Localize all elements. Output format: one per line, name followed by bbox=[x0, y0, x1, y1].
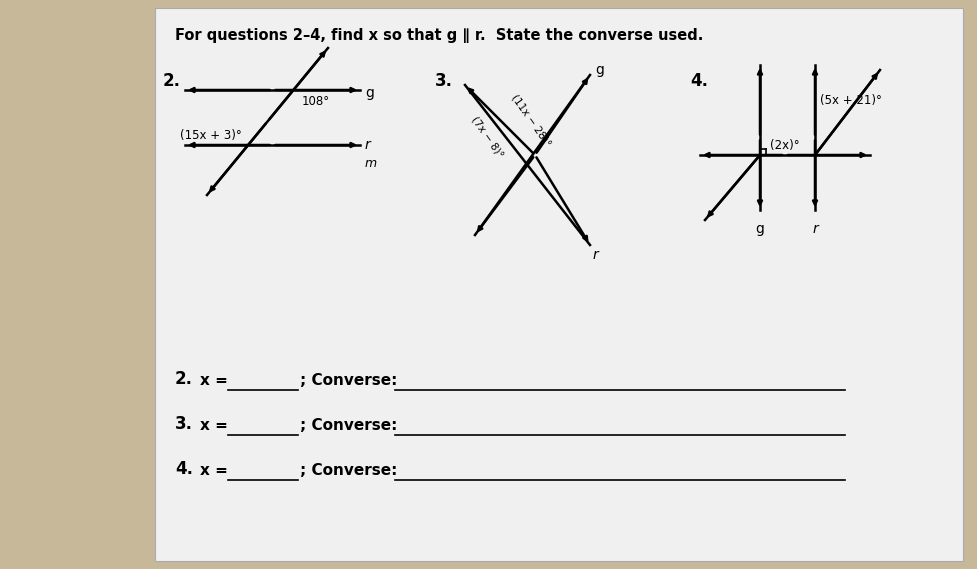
Text: x =: x = bbox=[200, 418, 228, 433]
Text: r: r bbox=[593, 248, 599, 262]
Text: ; Converse:: ; Converse: bbox=[300, 373, 398, 388]
Text: ; Converse:: ; Converse: bbox=[300, 463, 398, 478]
Text: 4.: 4. bbox=[690, 72, 708, 90]
FancyBboxPatch shape bbox=[155, 8, 963, 561]
Text: 108°: 108° bbox=[302, 95, 330, 108]
Text: (11x − 28)°: (11x − 28)° bbox=[510, 92, 553, 148]
Text: m: m bbox=[365, 157, 377, 170]
Text: g: g bbox=[365, 86, 374, 100]
Text: 2.: 2. bbox=[163, 72, 181, 90]
Text: (2x)°: (2x)° bbox=[770, 139, 799, 152]
Text: x =: x = bbox=[200, 463, 228, 478]
Text: r: r bbox=[812, 222, 818, 236]
Text: (5x + 21)°: (5x + 21)° bbox=[820, 93, 882, 106]
Text: x =: x = bbox=[200, 373, 228, 388]
Text: (7x − 8)°: (7x − 8)° bbox=[470, 114, 506, 159]
Text: For questions 2–4, find x so that g ∥ r.  State the converse used.: For questions 2–4, find x so that g ∥ r.… bbox=[175, 28, 703, 43]
Text: g: g bbox=[595, 63, 604, 77]
Text: 3.: 3. bbox=[175, 415, 193, 433]
Text: (15x + 3)°: (15x + 3)° bbox=[180, 129, 241, 142]
Text: r: r bbox=[365, 138, 370, 152]
Text: ; Converse:: ; Converse: bbox=[300, 418, 398, 433]
Text: g: g bbox=[755, 222, 764, 236]
Text: 3.: 3. bbox=[435, 72, 453, 90]
Text: 4.: 4. bbox=[175, 460, 193, 478]
Text: 2.: 2. bbox=[175, 370, 193, 388]
